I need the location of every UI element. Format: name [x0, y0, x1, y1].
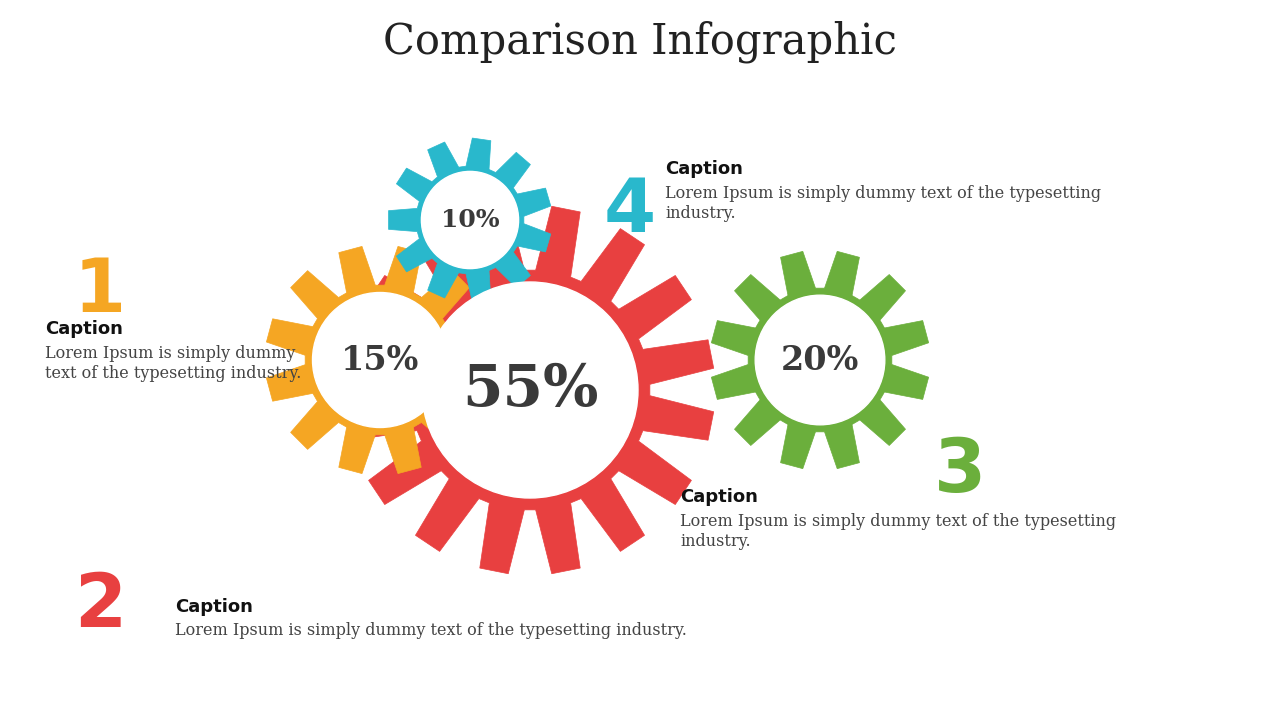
- Text: Lorem Ipsum is simply dummy
text of the typesetting industry.: Lorem Ipsum is simply dummy text of the …: [45, 345, 301, 382]
- Text: 10%: 10%: [440, 208, 499, 232]
- Text: Caption: Caption: [175, 598, 253, 616]
- Text: 1: 1: [74, 255, 125, 328]
- Polygon shape: [347, 207, 714, 574]
- Polygon shape: [389, 138, 550, 302]
- Polygon shape: [266, 246, 494, 474]
- Text: 55%: 55%: [462, 362, 598, 418]
- Text: Lorem Ipsum is simply dummy text of the typesetting
industry.: Lorem Ipsum is simply dummy text of the …: [666, 185, 1101, 222]
- Ellipse shape: [422, 282, 637, 498]
- Ellipse shape: [421, 171, 518, 269]
- Text: Caption: Caption: [45, 320, 123, 338]
- Ellipse shape: [312, 292, 448, 428]
- Text: Caption: Caption: [680, 488, 758, 506]
- Text: Lorem Ipsum is simply dummy text of the typesetting
industry.: Lorem Ipsum is simply dummy text of the …: [680, 513, 1116, 549]
- Text: Comparison Infographic: Comparison Infographic: [383, 21, 897, 63]
- Ellipse shape: [755, 295, 884, 425]
- Text: 3: 3: [934, 435, 986, 508]
- Text: 2: 2: [74, 570, 125, 643]
- Polygon shape: [712, 251, 929, 469]
- Text: 15%: 15%: [340, 343, 419, 377]
- Text: Lorem Ipsum is simply dummy text of the typesetting industry.: Lorem Ipsum is simply dummy text of the …: [175, 622, 687, 639]
- Text: 20%: 20%: [781, 343, 859, 377]
- Text: 4: 4: [604, 175, 657, 248]
- Text: Caption: Caption: [666, 160, 742, 178]
